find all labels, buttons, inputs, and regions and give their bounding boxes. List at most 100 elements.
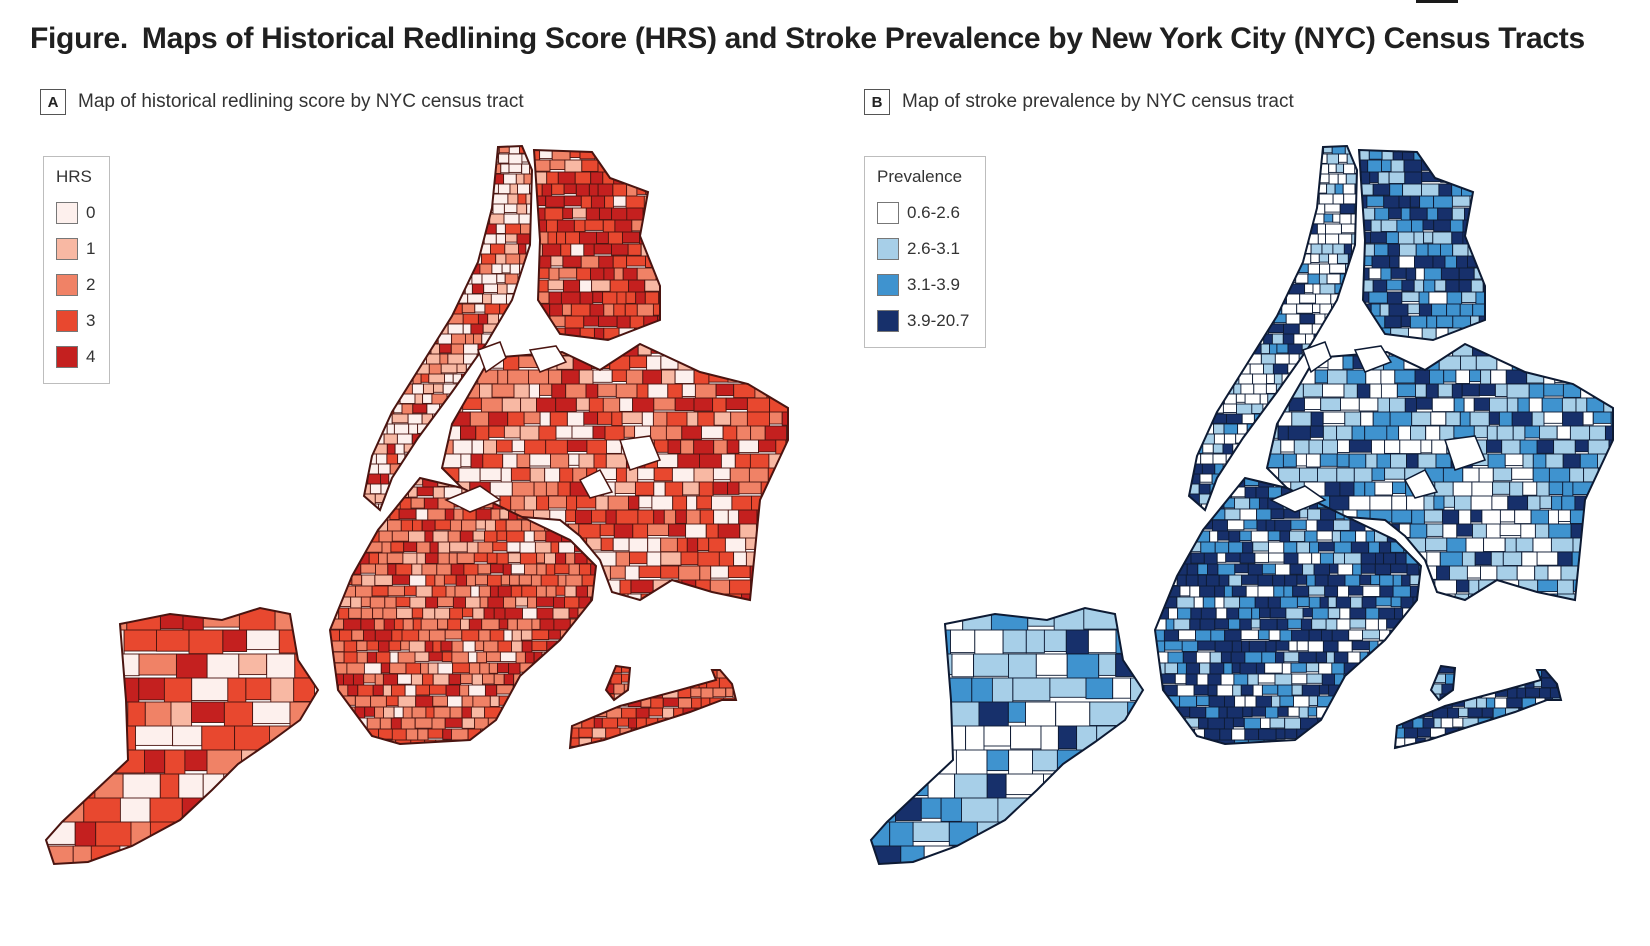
- census-tract: [685, 509, 701, 525]
- census-tract: [1420, 629, 1421, 645]
- census-tract: [1492, 467, 1513, 482]
- census-tract: [1229, 233, 1244, 246]
- census-tract: [1497, 593, 1512, 600]
- census-tract: [480, 739, 494, 744]
- census-tract: [680, 344, 692, 354]
- census-tract: [1322, 411, 1346, 425]
- census-tract: [1304, 530, 1318, 544]
- census-tract: [1365, 530, 1375, 543]
- census-tract: [1592, 481, 1604, 497]
- census-tract: [1174, 519, 1187, 535]
- census-tract: [1358, 397, 1379, 412]
- census-tract: [1485, 593, 1499, 600]
- census-tract: [1598, 355, 1613, 369]
- hrs-legend-title: HRS: [56, 167, 92, 186]
- census-tract: [1250, 530, 1269, 543]
- census-tract: [1536, 481, 1550, 498]
- census-tract: [1214, 618, 1229, 630]
- census-tract: [1270, 508, 1285, 520]
- census-tract: [1374, 207, 1390, 222]
- census-tract: [390, 273, 403, 288]
- census-tract: [496, 552, 509, 566]
- census-tract: [371, 413, 381, 427]
- census-tract: [1230, 651, 1246, 665]
- census-tract: [364, 263, 373, 278]
- census-tract: [746, 397, 770, 415]
- census-tract: [337, 508, 353, 521]
- census-tract: [1410, 673, 1421, 685]
- census-tract: [333, 706, 342, 721]
- census-tract: [695, 355, 707, 369]
- census-tract: [373, 283, 384, 296]
- census-tract: [1382, 662, 1399, 677]
- census-tract: [1336, 618, 1351, 631]
- census-tract: [1269, 343, 1278, 356]
- census-tract: [1459, 670, 1469, 677]
- census-tract: [1398, 662, 1409, 676]
- census-tract: [523, 411, 541, 425]
- census-tract: [1406, 629, 1421, 644]
- census-tract: [1389, 339, 1406, 340]
- census-tract: [1200, 273, 1217, 286]
- census-tract: [1376, 717, 1393, 731]
- census-tract: [1237, 163, 1249, 175]
- census-tract: [1305, 173, 1321, 185]
- census-tract: [1388, 171, 1406, 184]
- census-tract: [380, 473, 390, 485]
- census-tract: [1444, 255, 1458, 270]
- census-tract: [1381, 651, 1399, 667]
- census-tract: [410, 163, 420, 176]
- census-tract: [1510, 593, 1526, 600]
- census-tract: [1383, 195, 1400, 209]
- census-tract: [1408, 684, 1421, 700]
- census-tract: [1479, 150, 1485, 163]
- census-tract: [1007, 701, 1027, 723]
- census-tract: [437, 273, 449, 288]
- census-tract: [1090, 749, 1130, 780]
- census-tract: [1291, 629, 1310, 643]
- census-tract: [1455, 737, 1472, 748]
- census-tract: [614, 159, 630, 171]
- census-tract: [478, 629, 491, 643]
- census-tract: [1328, 728, 1343, 742]
- census-tract: [411, 213, 421, 226]
- census-tract: [1436, 315, 1454, 328]
- census-tract: [1378, 706, 1396, 721]
- census-tract: [1353, 706, 1368, 720]
- census-tract: [1302, 383, 1324, 398]
- census-tract: [638, 150, 655, 161]
- census-tract: [1198, 243, 1213, 254]
- census-tract: [1350, 541, 1370, 555]
- census-tract: [611, 243, 629, 256]
- census-tract: [655, 267, 660, 281]
- census-tract: [1261, 684, 1279, 695]
- census-tract: [1607, 453, 1613, 471]
- census-tract: [727, 481, 740, 495]
- census-tract: [1164, 662, 1179, 675]
- census-tract: [1414, 687, 1430, 698]
- census-tract: [1395, 677, 1410, 689]
- census-tract: [1614, 566, 1630, 580]
- census-tract: [406, 323, 423, 333]
- census-tract: [1481, 255, 1485, 271]
- census-tract: [471, 273, 483, 286]
- census-tract: [160, 608, 184, 630]
- census-tract: [668, 523, 687, 537]
- census-tract: [1227, 243, 1244, 257]
- census-tract: [1266, 373, 1275, 384]
- census-tract: [1176, 574, 1187, 588]
- census-tract: [498, 153, 510, 164]
- census-tract: [654, 150, 660, 163]
- census-tract: [1234, 146, 1251, 154]
- census-tract: [509, 574, 520, 586]
- census-tract: [716, 355, 731, 368]
- census-tract: [477, 313, 489, 326]
- census-tract: [78, 653, 119, 681]
- census-tract: [1248, 313, 1260, 324]
- census-tract: [1336, 425, 1353, 441]
- census-tract: [372, 383, 381, 393]
- census-tract: [690, 670, 704, 682]
- census-tract: [578, 523, 601, 539]
- census-tract: [449, 243, 467, 257]
- census-tract: [1296, 596, 1310, 607]
